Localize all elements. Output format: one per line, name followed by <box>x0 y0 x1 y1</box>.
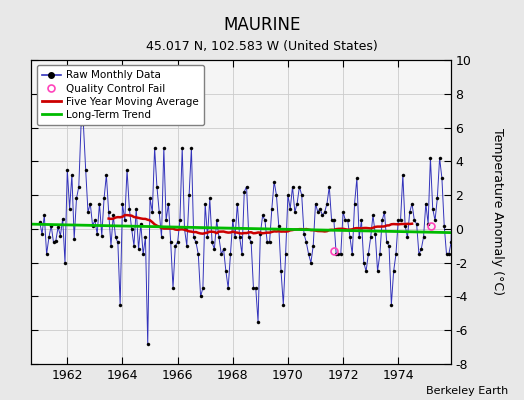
Text: Berkeley Earth: Berkeley Earth <box>426 386 508 396</box>
Text: 45.017 N, 102.583 W (United States): 45.017 N, 102.583 W (United States) <box>146 40 378 53</box>
Text: MAURINE: MAURINE <box>223 16 301 34</box>
Legend: Raw Monthly Data, Quality Control Fail, Five Year Moving Average, Long-Term Tren: Raw Monthly Data, Quality Control Fail, … <box>37 65 204 125</box>
Y-axis label: Temperature Anomaly (°C): Temperature Anomaly (°C) <box>491 128 504 296</box>
